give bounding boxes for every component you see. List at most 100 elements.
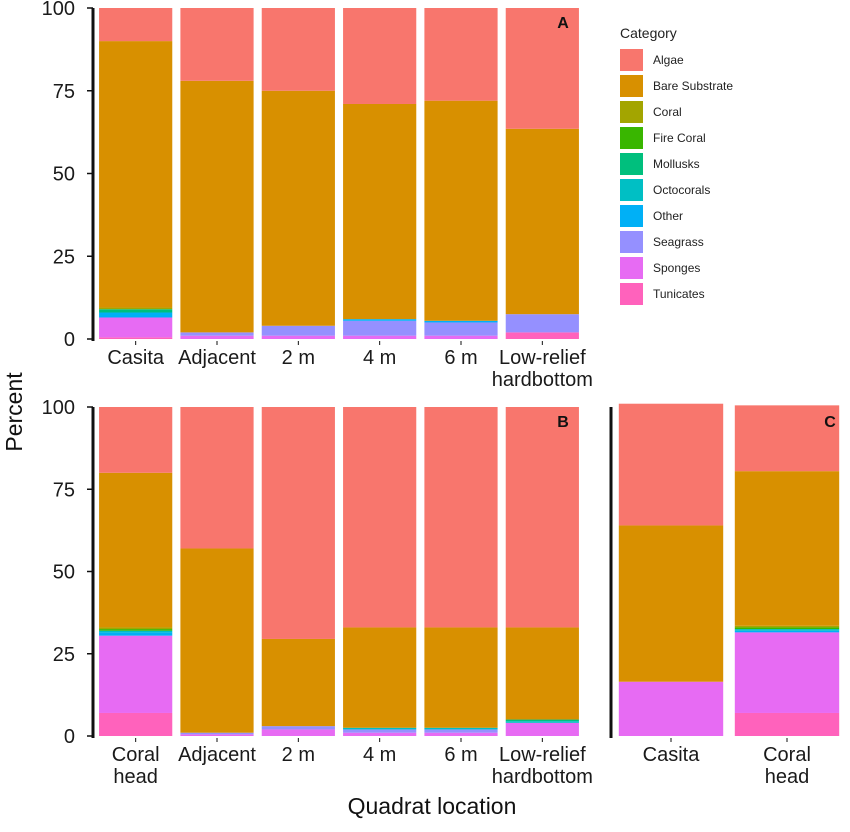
panel-label: C: [824, 414, 836, 431]
bar-segment-algae: [180, 8, 254, 81]
panel-label: A: [557, 15, 569, 32]
bar-segment-bare-substrate: [424, 100, 498, 321]
bar-segment-fire-coral: [99, 629, 173, 631]
bar-segment-algae: [99, 407, 173, 473]
bar-segment-coral: [99, 307, 173, 310]
panel-A: 0 25 50 75 100 Casita Adjacent 2 m 4 m 6 m Low-rel…: [42, 0, 593, 391]
bar-segment-sponges: [99, 635, 173, 713]
legend-swatch: [620, 283, 643, 305]
x-tick-label: 6 m: [444, 347, 477, 369]
bar-segment-algae: [343, 407, 417, 628]
bar-segment-sponges: [734, 632, 840, 713]
x-tick-label: Casita: [107, 347, 165, 369]
x-tick-label: Coral head: [763, 744, 811, 788]
y-tick-label: 75: [53, 81, 75, 103]
legend-swatch: [620, 205, 643, 227]
x-tick-label: 4 m: [363, 347, 396, 369]
x-tick-label: 4 m: [363, 744, 396, 766]
bar-segment-sponges: [180, 335, 254, 339]
bar-segment-other: [343, 319, 417, 321]
bar-segment-sponges: [424, 335, 498, 339]
bar-segment-seagrass: [343, 729, 417, 733]
bar-segment-bare-substrate: [261, 90, 335, 326]
bar-segment-algae: [180, 407, 254, 549]
bar-segment-bare-substrate: [99, 41, 173, 308]
y-tick-label: 75: [53, 479, 75, 501]
bar-segment-algae: [99, 8, 173, 42]
x-tick-label: Low-relief hardbottom: [492, 347, 593, 391]
x-tick-label: 2 m: [282, 744, 315, 766]
bar-segment-sponges: [618, 681, 724, 736]
bar-segment-sponges: [343, 335, 417, 339]
bar-segment-seagrass: [424, 729, 498, 733]
y-axis-title: Percent: [1, 372, 27, 452]
legend-title: Category: [620, 25, 677, 41]
legend-swatch: [620, 127, 643, 149]
bar-segment-octocorals: [424, 727, 498, 730]
y-tick-label: 100: [42, 397, 75, 419]
bar-segment-octocorals: [505, 721, 579, 723]
bar-segment-seagrass: [343, 320, 417, 336]
legend-label: Sponges: [653, 261, 700, 275]
bar-segment-sponges: [343, 732, 417, 736]
y-tick-label: 0: [64, 726, 75, 748]
bar-segment-sponges: [261, 335, 335, 339]
y-tick-label: 50: [53, 164, 75, 186]
bar-segment-mollusks: [99, 309, 173, 313]
x-tick-label: Low-relief hardbottom: [492, 744, 593, 788]
bar-segment-seagrass: [261, 325, 335, 336]
bar-segment-seagrass: [261, 726, 335, 730]
bar-segment-algae: [343, 8, 417, 104]
bar-segment-algae: [424, 407, 498, 628]
legend-swatch: [620, 75, 643, 97]
bar-segment-seagrass: [180, 732, 254, 735]
x-tick-label: 6 m: [444, 744, 477, 766]
bar-segment-bare-substrate: [505, 627, 579, 720]
y-tick-label: 0: [64, 329, 75, 351]
panel-label: B: [557, 414, 569, 431]
bar-segment-seagrass: [180, 332, 254, 336]
bar-segment-algae: [424, 8, 498, 101]
panel-C: Casita Coral head C: [609, 403, 840, 788]
legend-label: Coral: [653, 105, 682, 119]
x-axis-title: Quadrat location: [348, 793, 517, 819]
bar-segment-seagrass: [424, 322, 498, 336]
bar-segment-fire-coral: [734, 627, 840, 630]
bar-segment-octocorals: [99, 630, 173, 633]
bar-segment-coral: [99, 627, 173, 630]
legend-label: Mollusks: [653, 157, 700, 171]
legend-label: Fire Coral: [653, 131, 706, 145]
legend: Category Algae Bare Substrate Coral Fire Co…: [620, 25, 733, 305]
y-tick-label: 25: [53, 246, 75, 268]
legend-label: Algae: [653, 53, 684, 67]
bar-segment-bare-substrate: [618, 525, 724, 682]
bar-segment-bare-substrate: [180, 548, 254, 733]
bar-segment-other: [99, 632, 173, 636]
y-tick-label: 50: [53, 562, 75, 584]
bar-segment-other: [99, 312, 173, 318]
bar-segment-algae: [618, 403, 724, 526]
legend-swatch: [620, 153, 643, 175]
bar-segment-tunicates: [99, 712, 173, 736]
y-tick-label: 100: [42, 0, 75, 20]
panels: 0 25 50 75 100 Casita Adjacent 2 m 4 m 6 m Low-rel…: [42, 0, 840, 788]
bar-segment-tunicates: [99, 337, 173, 339]
bar-segment-bare-substrate: [99, 472, 173, 628]
bar-segment-bare-substrate: [424, 627, 498, 728]
bar-segment-sponges: [261, 729, 335, 736]
bar-segment-sponges: [99, 317, 173, 338]
bar-segment-other: [734, 630, 840, 633]
legend-label: Bare Substrate: [653, 79, 733, 93]
bar-segment-algae: [734, 405, 840, 472]
x-tick-label: Adjacent: [178, 347, 256, 369]
legend-label: Other: [653, 209, 683, 223]
legend-items: Algae Bare Substrate Coral Fire Coral Mollus…: [620, 49, 733, 305]
bar-segment-tunicates: [734, 712, 840, 736]
bar-segment-sponges: [424, 732, 498, 736]
bar-segment-sponges: [180, 734, 254, 736]
bar-segment-tunicates: [505, 332, 579, 339]
x-tick-label: Adjacent: [178, 744, 256, 766]
bar-segment-seagrass: [505, 314, 579, 333]
bar-segment-bare-substrate: [343, 103, 417, 320]
